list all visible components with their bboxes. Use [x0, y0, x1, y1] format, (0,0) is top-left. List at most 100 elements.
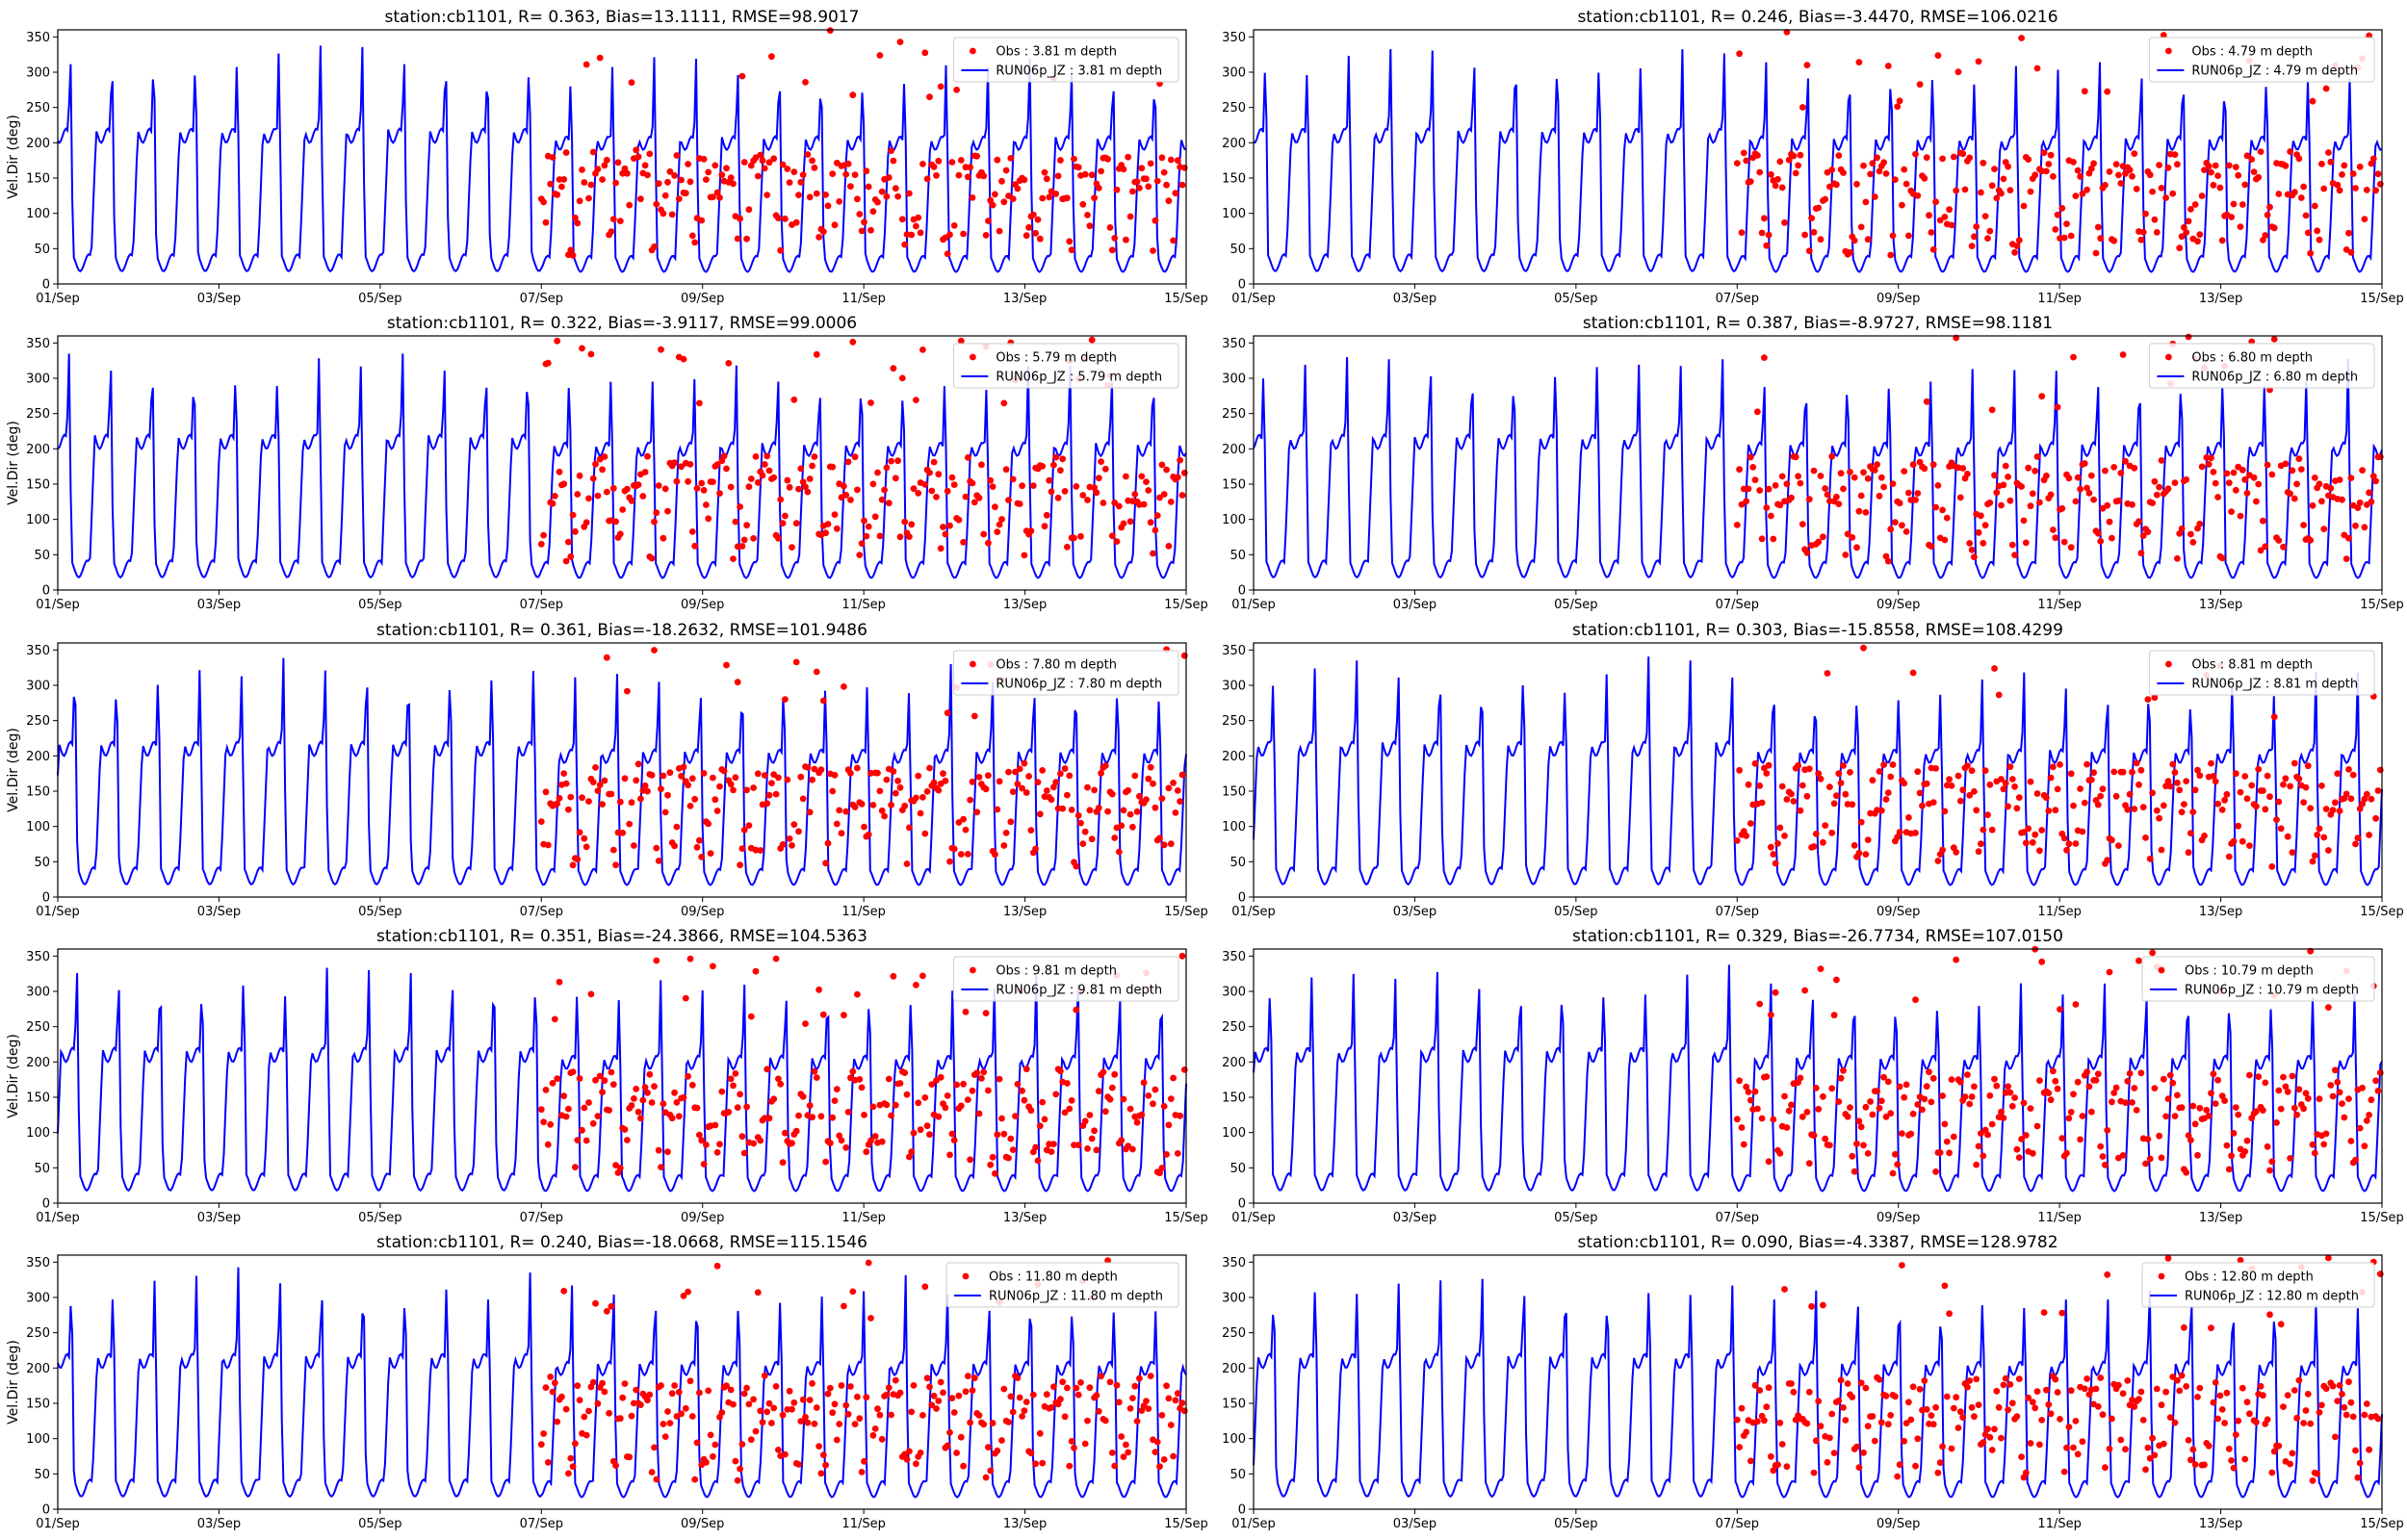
obs-point: [2243, 1137, 2251, 1144]
obs-point: [2270, 713, 2278, 721]
obs-point: [2139, 532, 2147, 539]
obs-point: [2133, 759, 2140, 767]
obs-point: [2295, 1086, 2303, 1093]
obs-point: [1874, 461, 1880, 468]
obs-points: [537, 27, 1188, 259]
obs-point: [2006, 763, 2014, 771]
obs-point: [2191, 786, 2199, 794]
obs-point: [878, 496, 886, 503]
obs-point: [1862, 1103, 1870, 1111]
obs-point: [1178, 492, 1186, 499]
obs-point: [1770, 1116, 1777, 1123]
obs-point: [2135, 957, 2142, 964]
obs-point: [2033, 1122, 2041, 1130]
obs-point: [716, 1141, 723, 1148]
obs-point: [2374, 170, 2382, 178]
obs-point: [883, 776, 891, 783]
obs-point: [782, 696, 789, 703]
obs-point: [1880, 1073, 1887, 1081]
obs-point: [1948, 783, 1955, 789]
obs-point: [648, 1469, 656, 1476]
obs-point: [1074, 1142, 1082, 1148]
obs-point: [562, 780, 570, 787]
subplot-title: station:cb1101, R= 0.322, Bias=-3.9117, …: [387, 314, 857, 333]
obs-point: [668, 1390, 676, 1398]
obs-point: [1853, 1140, 1860, 1147]
obs-point: [587, 181, 595, 189]
obs-point: [1059, 805, 1067, 812]
y-tick-label: 100: [26, 207, 50, 221]
obs-point: [913, 397, 919, 403]
obs-point: [2169, 1079, 2177, 1087]
obs-point: [861, 218, 867, 226]
obs-point: [1046, 476, 1053, 484]
obs-point: [1120, 807, 1127, 814]
obs-point: [1088, 1135, 1096, 1142]
obs-point: [1842, 1417, 1850, 1424]
obs-point: [616, 1415, 624, 1423]
obs-point: [1101, 762, 1109, 769]
obs-point: [989, 1420, 996, 1426]
obs-point: [883, 464, 891, 472]
obs-point: [1810, 1469, 1818, 1476]
obs-point: [1170, 780, 1177, 786]
obs-point: [725, 1109, 733, 1116]
obs-point: [2083, 484, 2091, 492]
obs-point: [967, 1156, 973, 1164]
obs-point: [2104, 501, 2111, 509]
legend-obs-label: Obs : 3.81 m depth: [996, 45, 1117, 60]
axes-frame: [1253, 948, 2383, 1204]
obs-point: [1857, 818, 1865, 826]
obs-point: [549, 154, 556, 161]
obs-point: [1812, 1085, 1820, 1091]
obs-point: [1946, 1310, 1953, 1318]
obs-point: [1849, 1394, 1856, 1400]
obs-point: [2336, 1382, 2343, 1389]
obs-point: [720, 452, 728, 460]
obs-point: [1009, 475, 1017, 483]
obs-point: [1882, 1114, 1890, 1120]
obs-point: [1970, 788, 1978, 795]
obs-point: [759, 157, 766, 165]
obs-point: [833, 1436, 841, 1444]
obs-point: [1113, 538, 1121, 545]
obs-point: [1797, 479, 1804, 487]
obs-point: [1180, 469, 1188, 476]
obs-point: [1770, 851, 1777, 858]
obs-point: [1136, 792, 1143, 800]
obs-point: [2284, 1088, 2291, 1095]
x-tick-label: 11/Sep: [841, 1517, 885, 1531]
obs-point: [562, 557, 570, 565]
obs-point: [2102, 182, 2109, 189]
obs-point: [2369, 473, 2377, 480]
obs-point: [560, 1092, 568, 1100]
obs-point: [2171, 1113, 2179, 1119]
obs-point: [953, 87, 960, 93]
obs-point: [2268, 1158, 2276, 1166]
obs-point: [888, 147, 894, 155]
obs-point: [892, 1376, 899, 1384]
obs-point: [608, 790, 615, 798]
obs-point: [2280, 1403, 2287, 1410]
obs-point: [616, 1165, 624, 1171]
obs-point: [1758, 535, 1766, 543]
obs-point: [1113, 1381, 1121, 1389]
obs-point: [740, 1149, 748, 1157]
obs-point: [1152, 1449, 1159, 1455]
obs-point: [1129, 1395, 1136, 1401]
y-tick-label: 200: [26, 750, 50, 764]
obs-point: [874, 469, 881, 476]
obs-point: [2208, 454, 2214, 462]
obs-point: [806, 808, 814, 816]
obs-point: [2020, 517, 2028, 525]
obs-point: [660, 534, 667, 542]
obs-point: [2216, 1392, 2224, 1399]
legend-model-label: RUN06p_JZ : 9.81 m depth: [996, 984, 1162, 998]
obs-point: [2074, 167, 2082, 174]
obs-point: [1835, 500, 1843, 507]
legend-obs-label: Obs : 10.79 m depth: [2185, 964, 2314, 979]
y-tick-label: 0: [1238, 584, 1246, 599]
obs-point: [1914, 1435, 1922, 1443]
y-tick-label: 150: [26, 1091, 50, 1106]
x-tick-label: 09/Sep: [1876, 1211, 1920, 1225]
